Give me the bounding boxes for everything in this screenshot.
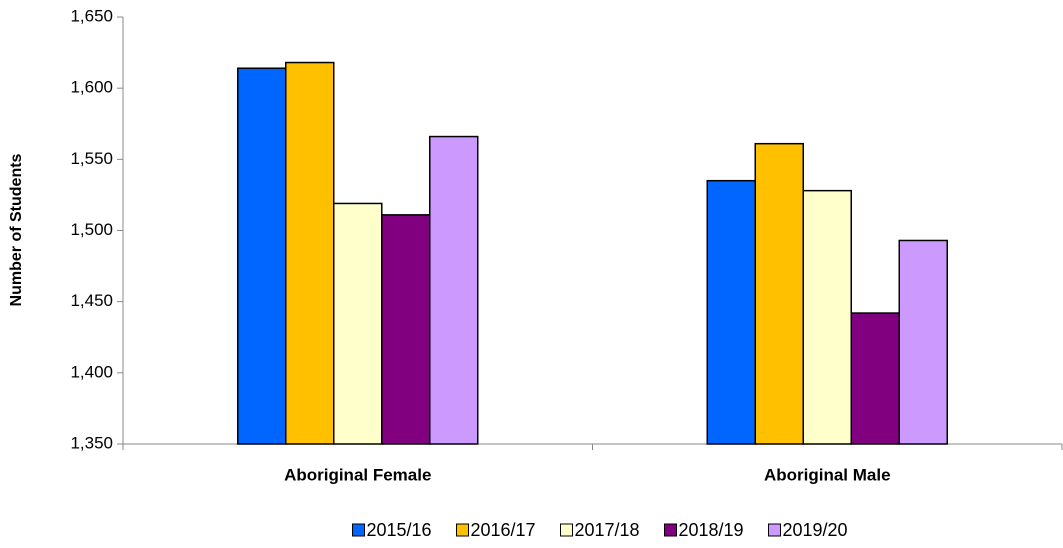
y-tick-label: 1,550 bbox=[70, 149, 113, 168]
bar bbox=[850, 312, 900, 445]
legend-swatch bbox=[352, 523, 365, 537]
y-tick-label: 1,450 bbox=[70, 291, 113, 310]
bar bbox=[237, 67, 287, 445]
y-tick-label: 1,350 bbox=[70, 433, 113, 452]
y-tick-label: 1,500 bbox=[70, 220, 113, 239]
legend-label: 2017/18 bbox=[575, 520, 640, 540]
x-tick-label: Aboriginal Female bbox=[284, 465, 431, 484]
bar bbox=[898, 239, 948, 445]
legend-label: 2016/17 bbox=[471, 520, 536, 540]
legend-swatch bbox=[560, 523, 573, 537]
y-tick-label: 1,600 bbox=[70, 78, 113, 97]
y-axis-label: Number of Students bbox=[8, 153, 25, 306]
bar bbox=[429, 135, 479, 445]
legend-label: 2018/19 bbox=[679, 520, 744, 540]
legend-label: 2015/16 bbox=[367, 520, 432, 540]
bar bbox=[333, 202, 383, 445]
bar bbox=[802, 189, 852, 445]
y-tick-label: 1,400 bbox=[70, 362, 113, 381]
bar bbox=[706, 179, 756, 445]
legend-swatch bbox=[768, 523, 781, 537]
legend-swatch bbox=[664, 523, 677, 537]
y-tick-label: 1,650 bbox=[70, 6, 113, 25]
bar bbox=[285, 61, 335, 445]
bar bbox=[754, 142, 804, 445]
legend-label: 2019/20 bbox=[783, 520, 848, 540]
x-tick-label: Aboriginal Male bbox=[764, 465, 891, 484]
bar bbox=[381, 214, 431, 445]
legend-swatch bbox=[456, 523, 469, 537]
